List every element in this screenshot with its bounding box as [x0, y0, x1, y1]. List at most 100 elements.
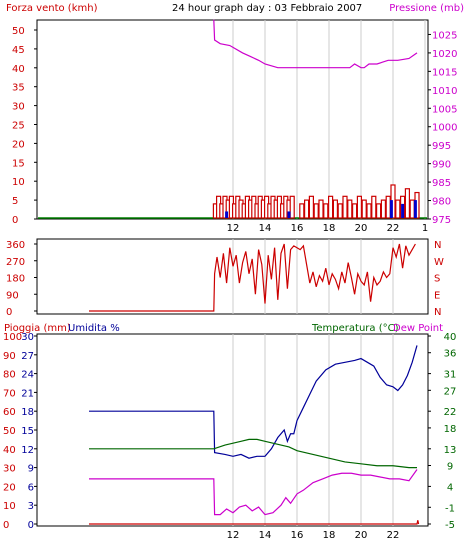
wind-tick-label: 45: [12, 45, 25, 56]
pressure-tick-label: 990: [432, 160, 451, 171]
wind-x-tick-label: 18: [323, 223, 336, 234]
humidity-tick-label: 27: [21, 351, 34, 362]
rain-tick-label: 100: [3, 332, 22, 343]
gust-bar: [389, 200, 393, 218]
temperature-tick-label: 27: [444, 386, 457, 397]
direction-tick-label: 180: [6, 274, 25, 285]
wind-x-tick-label: 20: [355, 223, 368, 234]
dewpoint-line: [89, 469, 418, 516]
rain-axis-title: Pioggia (mm): [4, 323, 71, 334]
rain-tick-label: 60: [3, 407, 16, 418]
pressure-tick-label: 975: [432, 215, 451, 226]
temperature-axis-title: Temperatura (°C): [311, 323, 399, 334]
wind-bar: [342, 195, 348, 219]
humidity-tick-label: 12: [21, 445, 34, 456]
temperature-tick-label: 9: [447, 462, 453, 473]
wind-bar: [304, 199, 310, 219]
rain-line: [89, 520, 420, 525]
wind-bar: [313, 203, 319, 219]
wind-tick-label: 10: [12, 177, 25, 188]
wind-x-tick-label: 1: [422, 223, 428, 234]
wind-bar: [380, 199, 386, 219]
compass-label: N: [434, 240, 441, 251]
wind-tick-label: 20: [12, 139, 25, 150]
temperature-tick-label: -1: [445, 503, 455, 514]
compass-label: S: [434, 274, 440, 285]
wind-tick-label: 35: [12, 83, 25, 94]
wind-x-tick-label: 14: [259, 223, 272, 234]
rain-tick-label: 0: [3, 520, 9, 531]
wind-x-tick-label: 12: [227, 223, 240, 234]
compass-label: N: [434, 307, 441, 318]
humidity-tick-label: 21: [21, 388, 34, 399]
wind-tick-label: 50: [12, 26, 25, 37]
temperature-tick-label: -5: [445, 520, 455, 531]
pressure-tick-label: 1025: [432, 30, 457, 41]
gust-bar: [401, 203, 405, 218]
pressure-line: [213, 19, 418, 69]
temperature-tick-label: 18: [444, 424, 457, 435]
pressure-tick-label: 995: [432, 141, 451, 152]
wind-bar: [385, 195, 391, 219]
temp-x-tick-label: 18: [323, 530, 336, 541]
direction-tick-label: 0: [6, 307, 12, 318]
wind-bar: [332, 199, 338, 219]
gust-bar: [413, 200, 417, 218]
rain-tick-label: 40: [3, 445, 16, 456]
wind-tick-label: 0: [12, 215, 18, 226]
wind-bar: [299, 203, 305, 219]
rain-tick-label: 90: [3, 351, 16, 362]
wind-bar: [323, 203, 329, 219]
wind-x-tick-label: 22: [387, 223, 400, 234]
temperature-tick-label: 36: [444, 349, 457, 360]
humidity-tick-label: 6: [28, 482, 34, 493]
temperature-tick-label: 31: [444, 370, 457, 381]
direction-tick-label: 270: [6, 257, 25, 268]
wind-bar: [352, 203, 358, 219]
temp-x-tick-label: 22: [387, 530, 400, 541]
wind-bar: [376, 203, 382, 219]
compass-label: W: [434, 257, 444, 268]
wind-tick-label: 15: [12, 158, 25, 169]
wind-tick-label: 40: [12, 64, 25, 75]
humidity-tick-label: 0: [28, 520, 34, 531]
wind-tick-label: 25: [12, 121, 25, 132]
rain-tick-label: 10: [3, 501, 16, 512]
rain-tick-label: 80: [3, 370, 16, 381]
rain-tick-label: 70: [3, 388, 16, 399]
wind-bar: [308, 195, 314, 219]
humidity-axis-title: Umidita %: [68, 323, 120, 334]
pressure-axis-title: Pressione (mb): [389, 3, 464, 14]
temperature-line: [89, 438, 417, 469]
wind-tick-label: 5: [12, 196, 18, 207]
wind-bar: [328, 195, 334, 219]
pressure-tick-label: 1000: [432, 123, 457, 134]
temperature-tick-label: 13: [444, 445, 457, 456]
pressure-tick-label: 1005: [432, 104, 457, 115]
temperature-tick-label: 4: [447, 482, 453, 493]
rain-tick-label: 50: [3, 426, 16, 437]
wind-tick-label: 30: [12, 102, 25, 113]
rain-tick-label: 30: [3, 464, 16, 475]
wind-bar: [404, 188, 410, 219]
temp-x-tick-label: 16: [291, 530, 304, 541]
temperature-tick-label: 22: [444, 407, 457, 418]
wind-bar: [366, 203, 372, 219]
wind-bar: [356, 195, 362, 219]
wind-bar: [409, 199, 415, 219]
dewpoint-axis-title: Dew Point: [393, 323, 443, 334]
chart-title: 24 hour graph day : 03 Febbraio 2007: [172, 3, 362, 14]
rain-tick-label: 20: [3, 482, 16, 493]
wind-bar: [361, 199, 367, 219]
temp-x-tick-label: 14: [259, 530, 272, 541]
humidity-tick-label: 15: [21, 426, 34, 437]
wind-bar: [318, 199, 324, 219]
direction-tick-label: 90: [6, 290, 19, 301]
temperature-tick-label: 40: [444, 332, 457, 343]
temp-x-tick-label: 20: [355, 530, 368, 541]
pressure-tick-label: 985: [432, 178, 451, 189]
humidity-tick-label: 30: [21, 332, 34, 343]
temp-x-tick-label: 12: [227, 530, 240, 541]
